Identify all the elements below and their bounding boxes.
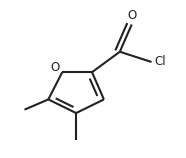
Text: Cl: Cl <box>155 55 166 68</box>
Text: O: O <box>50 61 59 74</box>
Text: O: O <box>127 9 136 22</box>
